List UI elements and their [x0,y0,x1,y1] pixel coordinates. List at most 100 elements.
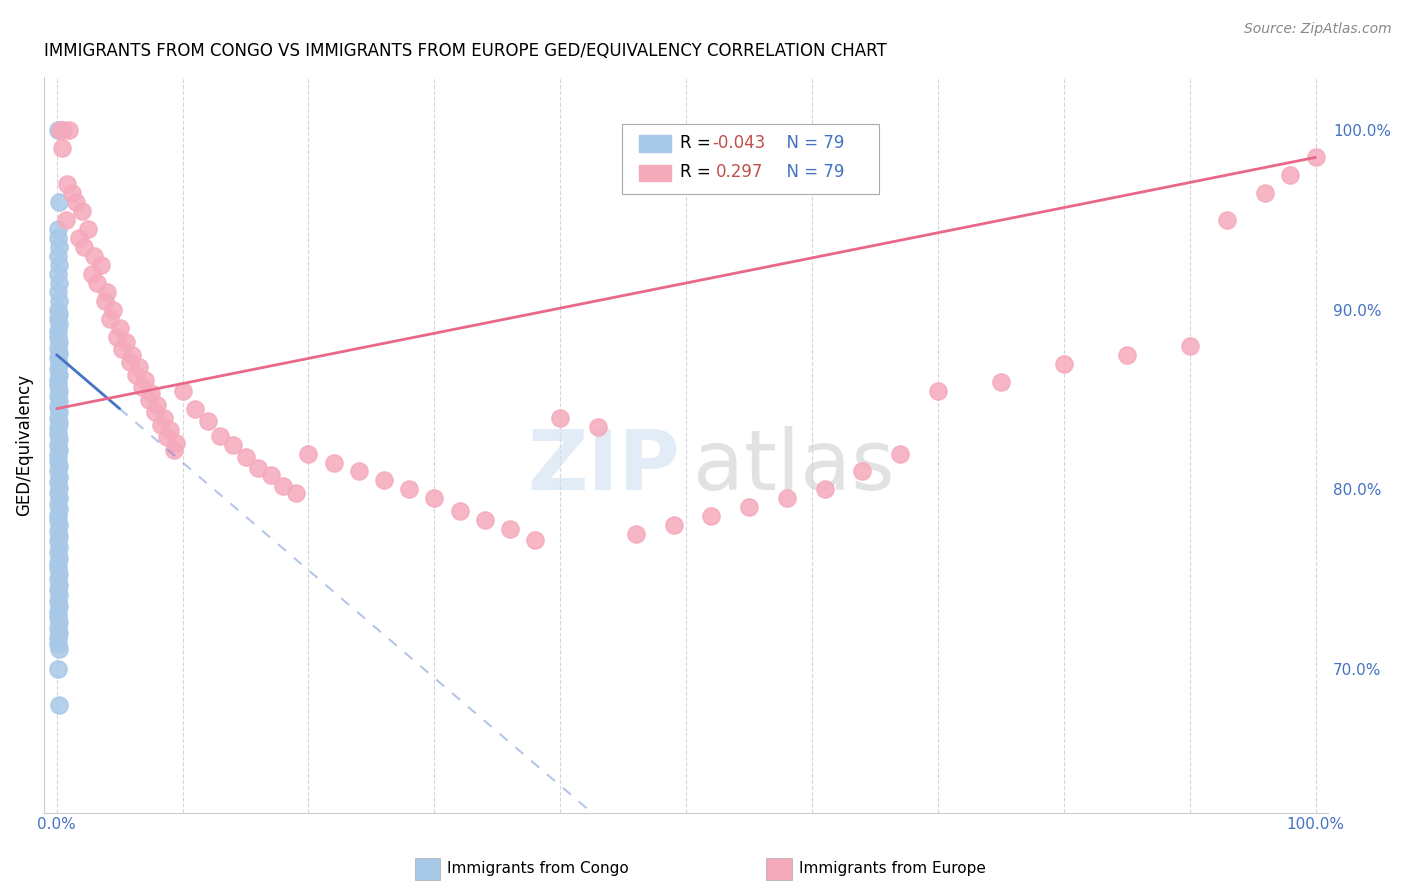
Point [118,355,141,369]
Point [46,534,69,549]
Point [46,637,69,651]
Point [423,491,446,506]
Point [70,204,93,219]
Point [139,385,162,400]
Point [143,405,166,419]
Point [46,378,69,392]
Point [48,615,70,630]
Point [222,437,245,451]
Point [46,123,69,137]
Point [260,468,283,483]
Point [131,380,153,394]
Point [67,231,90,245]
Point [134,373,156,387]
Point [46,325,69,339]
Text: N = 79: N = 79 [776,134,845,152]
Point [46,330,69,344]
Point [159,423,181,437]
Point [48,459,70,474]
Point [46,222,69,236]
Point [108,321,131,335]
Point [524,533,547,547]
Point [172,384,194,398]
Point [1305,150,1327,164]
Point [209,428,232,442]
Point [48,368,70,382]
Point [46,621,69,635]
Point [46,362,69,376]
Point [115,335,138,350]
Point [48,491,70,506]
Point [322,456,344,470]
Point [46,610,69,624]
Text: ZIP: ZIP [527,426,679,508]
Point [48,529,70,543]
Point [65,195,87,210]
Point [125,368,148,382]
Point [48,276,70,290]
Point [1216,213,1239,227]
Point [48,195,70,210]
Point [776,491,799,506]
Point [52,123,75,137]
Point [77,222,100,236]
Point [271,479,294,493]
Point [121,348,143,362]
Point [700,509,723,524]
Point [46,605,69,619]
Point [46,437,69,451]
Point [235,450,257,464]
Point [48,384,70,398]
Point [80,267,103,281]
Point [58,123,80,137]
Text: R =: R = [679,134,716,152]
Point [49,123,72,137]
Point [46,267,69,281]
Point [48,405,70,419]
Point [548,410,571,425]
Text: Immigrants from Europe: Immigrants from Europe [799,862,986,876]
Point [297,446,319,460]
Point [55,178,77,192]
Point [48,258,70,272]
Point [103,302,125,317]
Point [46,249,69,263]
Point [46,524,69,538]
Point [48,540,70,554]
Point [1254,186,1277,201]
Point [48,306,70,320]
Point [86,276,108,290]
Point [48,416,70,430]
Point [247,461,270,475]
Point [150,417,173,432]
Text: atlas: atlas [693,426,894,508]
Point [48,550,70,565]
Point [46,662,69,676]
Point [48,518,70,533]
Point [46,448,69,462]
Point [48,502,70,516]
Point [48,566,70,581]
Point [152,410,174,425]
Point [48,470,70,484]
Point [60,186,83,201]
Point [499,522,522,536]
Point [55,213,77,227]
Point [46,486,69,500]
Text: IMMIGRANTS FROM CONGO VS IMMIGRANTS FROM EUROPE GED/EQUIVALENCY CORRELATION CHAR: IMMIGRANTS FROM CONGO VS IMMIGRANTS FROM… [44,42,887,60]
Point [1279,169,1302,183]
Point [586,419,609,434]
Point [48,293,70,308]
Point [1115,348,1137,362]
Point [48,626,70,640]
Point [48,394,70,409]
Point [184,401,207,416]
Point [197,414,219,428]
Text: 0.297: 0.297 [716,163,763,181]
Point [373,474,395,488]
Point [347,465,370,479]
Point [90,258,112,272]
Point [48,442,70,457]
Point [138,392,160,407]
Point [398,483,420,497]
